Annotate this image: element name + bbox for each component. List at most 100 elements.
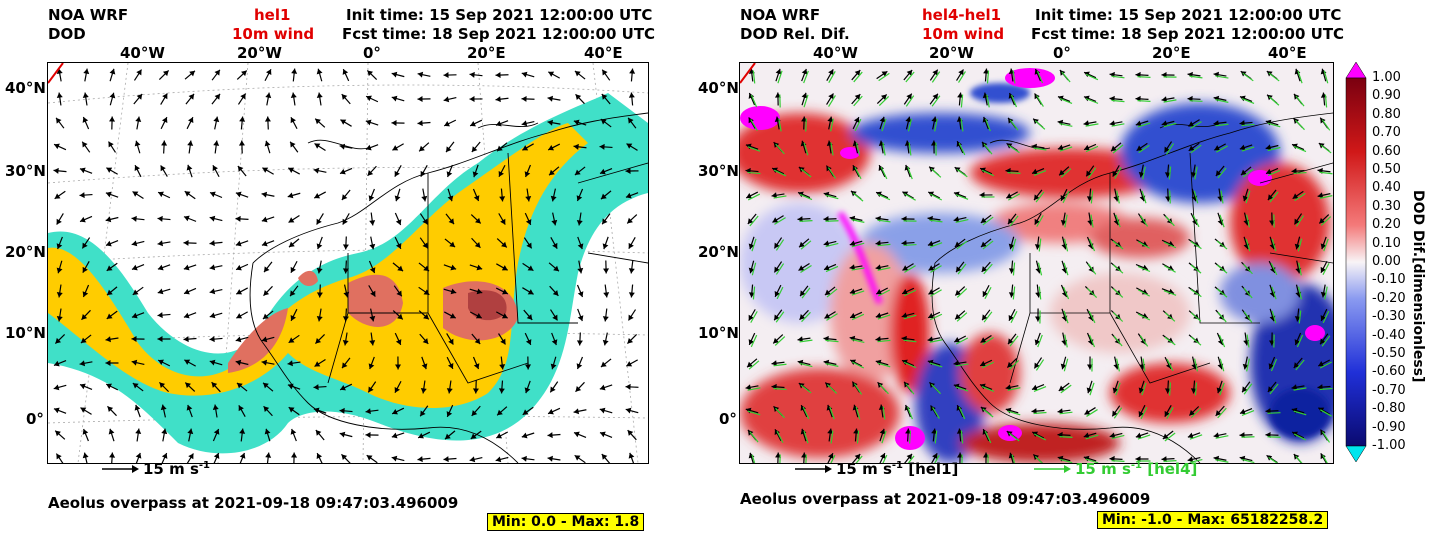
wind-arrowhead (417, 71, 424, 78)
wind-arrowhead (132, 191, 139, 197)
wind-arrowhead (106, 167, 113, 173)
wind-arrow-hel4 (955, 386, 969, 392)
wind-arrowhead (391, 432, 398, 439)
colorbar-tick-label: -0.90 (1372, 419, 1406, 435)
wind-arrow-hel4 (1320, 216, 1332, 226)
wind-arrowhead (1007, 361, 1014, 368)
wind-arrowhead (157, 288, 164, 295)
wind-arrowhead (980, 360, 986, 367)
wind-arrow-hel4 (1087, 263, 1097, 275)
wind-arrow-hel4 (800, 265, 812, 273)
wind-arrowhead (106, 383, 112, 390)
wind-arrowhead (261, 240, 268, 247)
wind-arrow-hel4 (751, 238, 757, 252)
wind-arrow-hel4 (1245, 190, 1251, 204)
wind-arrow-hel4 (1137, 265, 1151, 273)
wind-arrow-hel4 (1007, 387, 1021, 391)
wind-arrowhead (798, 265, 805, 271)
wind-arrowhead (603, 292, 610, 298)
wind-arrowhead (105, 360, 111, 367)
wind-arrowhead (131, 359, 138, 366)
wind-arrow-hel4 (1319, 171, 1333, 175)
wind-arrow-hel4 (1189, 100, 1203, 102)
colorbar-gradient (1345, 77, 1367, 447)
wind-arrow-hel4 (1320, 409, 1332, 417)
wind-arrow-hel4 (1295, 95, 1305, 107)
wind-arrowhead (79, 360, 86, 367)
wind-arrowhead (235, 191, 242, 198)
wind-arrow-hel4 (1085, 434, 1099, 440)
wind-arrow-hel4 (1164, 336, 1176, 346)
wind-arrow-hel4 (826, 288, 838, 298)
colorbar-tick-label: -0.80 (1372, 401, 1406, 417)
wind-arrow-hel4 (1111, 434, 1125, 440)
wind-arrowhead (1267, 386, 1274, 393)
wind-arrow-hel4 (1011, 454, 1016, 463)
wind-arrow-hel4 (803, 430, 809, 444)
wind-arrow-hel4 (1063, 310, 1069, 324)
wind-arrow-hel4 (750, 311, 758, 323)
wind-arrow-hel4 (957, 263, 967, 275)
wind-arrowhead (1216, 387, 1223, 394)
wind-arrow-hel4 (1009, 215, 1019, 227)
wind-arrowhead (500, 218, 506, 225)
wind-arrowhead (1215, 410, 1222, 416)
wind-arrowhead (1320, 338, 1326, 345)
wind-arrowhead (1057, 408, 1063, 415)
wind-arrowhead (80, 216, 86, 223)
wind-arrowhead (79, 167, 86, 174)
wind-arrowhead (1239, 120, 1245, 127)
wind-arrowhead (107, 406, 114, 413)
wind-arrow-hel4 (747, 171, 761, 175)
wind-arrow-hel4 (1271, 310, 1277, 324)
wind-arrowhead (799, 241, 805, 248)
wind-arrow-hel4 (826, 313, 838, 321)
wind-arrow-hel4 (907, 406, 913, 420)
wind-arrowhead (365, 431, 371, 438)
wind-arrowhead (160, 404, 167, 411)
wind-arrow-hel4 (778, 118, 782, 132)
wind-arrowhead (524, 171, 531, 178)
wind-arrowhead (980, 337, 987, 343)
wind-arrowhead (391, 71, 398, 78)
wind-arrowhead (797, 336, 803, 343)
wind-arrow-hel4 (903, 361, 917, 369)
wind-arrowhead (157, 335, 163, 342)
wind-arrowhead (214, 69, 220, 76)
wind-arrow-hel4 (1241, 146, 1255, 152)
wind-arrowhead (340, 384, 346, 391)
wind-arrowhead (316, 92, 323, 98)
wind-arrowhead (823, 216, 829, 223)
wind-arrow-hel4 (1243, 311, 1253, 323)
wind-arrowhead (628, 92, 635, 98)
wind-arrowhead (370, 290, 376, 297)
wind-arrowhead (1213, 120, 1219, 127)
wind-arrow-hel4 (1241, 123, 1255, 127)
wind-arrow-hel4 (1267, 146, 1281, 152)
wind-arrow-hel4 (851, 313, 865, 321)
wind-arrowhead (496, 433, 503, 439)
wind-arrow-hel4 (1270, 262, 1278, 276)
wind-arrow-hel4 (1323, 70, 1329, 84)
wind-arrowhead (288, 241, 295, 248)
wind-arrowhead (82, 291, 89, 297)
wind-arrowhead (397, 313, 403, 320)
wind-arrowhead (366, 455, 373, 461)
wind-arrowhead (576, 363, 583, 370)
wind-arrow-hel4 (1215, 75, 1229, 79)
wind-arrowhead (315, 118, 321, 125)
colorbar-tick-label: 0.00 (1372, 254, 1401, 269)
wind-arrowhead (1140, 338, 1146, 345)
wind-arrowhead (1242, 363, 1249, 370)
wind-arrowhead (365, 119, 372, 126)
wind-arrowhead (262, 313, 269, 320)
right-lat-tick: 40°N (698, 79, 739, 97)
wind-arrow-hel4 (800, 168, 812, 178)
wind-arrowhead (849, 288, 856, 295)
wind-arrow-hel4 (905, 383, 915, 395)
right-run-label: hel4-hel1 (922, 6, 1002, 24)
wind-arrowhead (628, 117, 634, 124)
wind-arrow-hel4 (909, 430, 911, 444)
wind-arrowhead (56, 68, 63, 75)
wind-arrowhead (262, 167, 269, 173)
